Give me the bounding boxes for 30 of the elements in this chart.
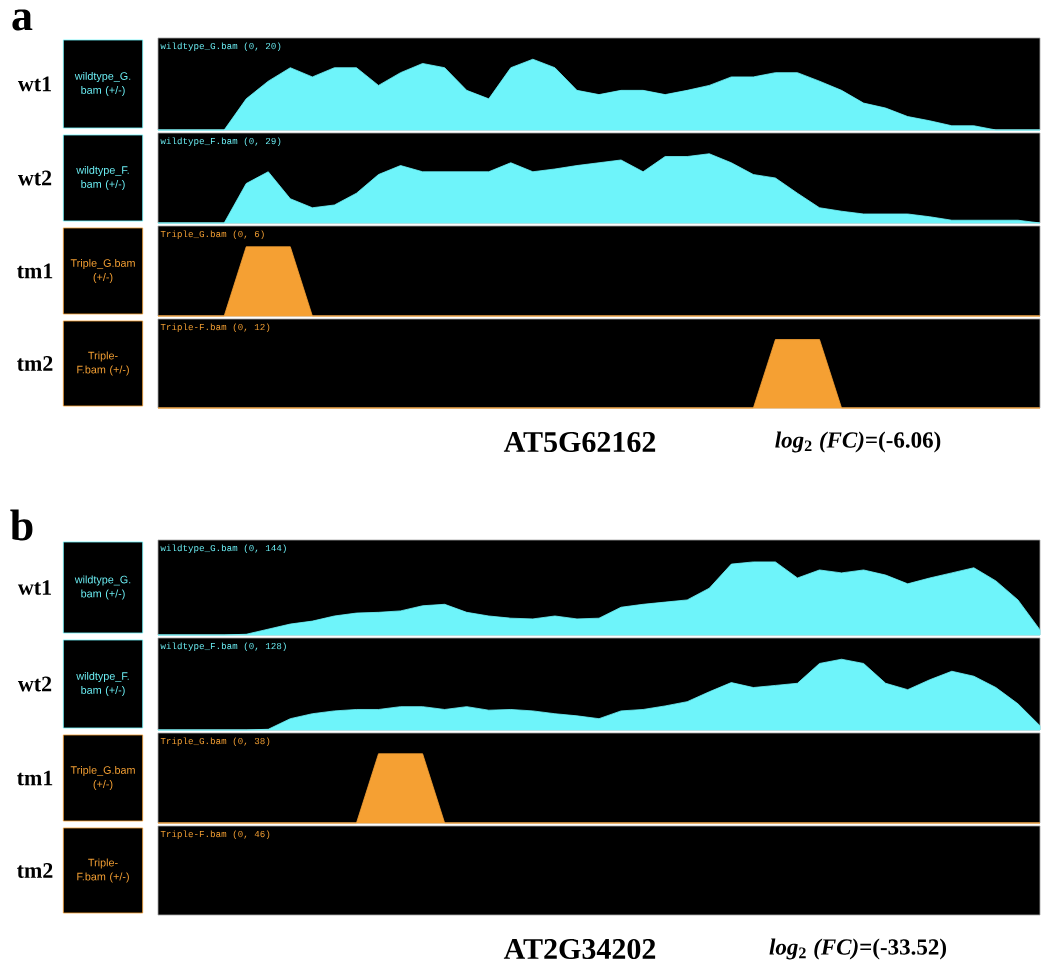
- text: wt1: [17, 76, 51, 92]
- text: wt2: [17, 676, 52, 692]
- y-axis-title: Triple_G.bam (+/-): [70, 258, 135, 284]
- text: log$_{2}$ (FC)=(-6.06): [775, 431, 941, 453]
- text: AT2G34202: [503, 938, 656, 960]
- text: Triple-F.bam (+/-): [77, 858, 129, 883]
- y-axis-title: wildtype_F. bam (+/-): [76, 165, 129, 191]
- y-axis-title: wildtype_F. bam (+/-): [76, 671, 129, 697]
- text: tm1: [17, 263, 53, 279]
- chart-title: wildtype_F.bam (0, 128): [160, 642, 286, 651]
- chart-title: Triple-F.bam (0, 12): [160, 323, 270, 332]
- y-axis-title: Triple_G.bam (+/-): [70, 765, 135, 791]
- y-axis-title: Triple-F.bam (+/-): [77, 351, 129, 376]
- text: a: [12, 9, 33, 31]
- y-axis-title: wildtype_G. bam (+/-): [74, 575, 131, 600]
- text: AT5G62162: [503, 431, 656, 453]
- text: tm2: [17, 863, 53, 878]
- chart-title: wildtype_G.bam (0, 144): [160, 544, 286, 553]
- chart-title: wildtype_F.bam (0, 29): [160, 137, 281, 146]
- text: log$_{2}$ (FC)=(-33.52): [769, 938, 947, 960]
- chart-title: Triple_G.bam (0, 6): [160, 230, 264, 239]
- chart-title: Triple_G.bam (0, 38): [160, 737, 270, 746]
- text: tm2: [17, 356, 53, 371]
- y-axis-title: wildtype_G. bam (+/-): [74, 71, 131, 97]
- text: wt2: [17, 170, 52, 186]
- text: wt1: [17, 580, 51, 595]
- text: tm1: [17, 770, 53, 786]
- chart-title: wildtype_G.bam (0, 20): [160, 42, 281, 51]
- text: b: [10, 509, 33, 541]
- text: Triple-F.bam (0, 46): [160, 830, 270, 839]
